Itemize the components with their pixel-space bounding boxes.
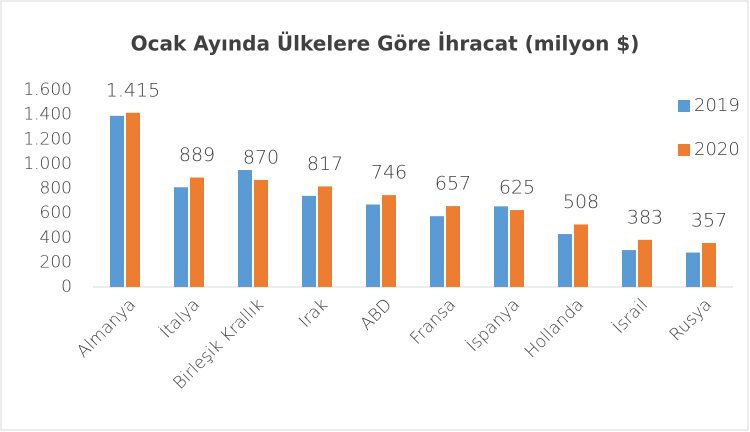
bar [174,187,188,287]
bar [430,216,444,287]
bar [254,179,268,287]
bar [366,204,380,287]
bar [558,234,572,287]
data-label: 383 [627,206,663,228]
data-label: 357 [691,210,727,232]
data-label: 625 [499,177,535,199]
chart-title: Ocak Ayında Ülkelere Göre İhracat (milyo… [131,32,640,56]
y-tick-label: 600 [40,203,72,223]
bar [110,115,124,287]
bar [302,195,316,287]
data-label: 508 [563,191,599,213]
legend-swatch [678,144,690,156]
legend-label: 2019 [694,95,740,116]
bar [686,252,700,287]
legend-swatch [678,100,690,112]
data-label: 746 [371,162,407,184]
data-label: 817 [307,153,343,175]
bar [446,206,460,287]
y-tick-label: 0 [61,277,72,297]
bar [638,239,652,287]
y-tick-label: 800 [40,179,72,199]
y-tick-label: 400 [40,228,72,248]
y-tick-label: 200 [40,252,72,272]
bar [126,112,140,287]
legend-label: 2020 [694,139,740,160]
y-tick-label: 1.400 [23,105,72,125]
y-tick-label: 1.200 [23,129,72,149]
y-tick-label: 1.000 [23,154,72,174]
bar [494,206,508,287]
bar [510,210,524,287]
data-label: 889 [179,144,215,166]
data-label: 1.415 [106,79,160,101]
bar [190,177,204,287]
bar [622,250,636,287]
bar [382,195,396,287]
y-tick-label: 1.600 [23,80,72,100]
bar [238,170,252,287]
data-label: 657 [435,173,471,195]
bar [318,186,332,287]
bar [702,243,716,287]
data-label: 870 [243,146,279,168]
bar [574,224,588,287]
